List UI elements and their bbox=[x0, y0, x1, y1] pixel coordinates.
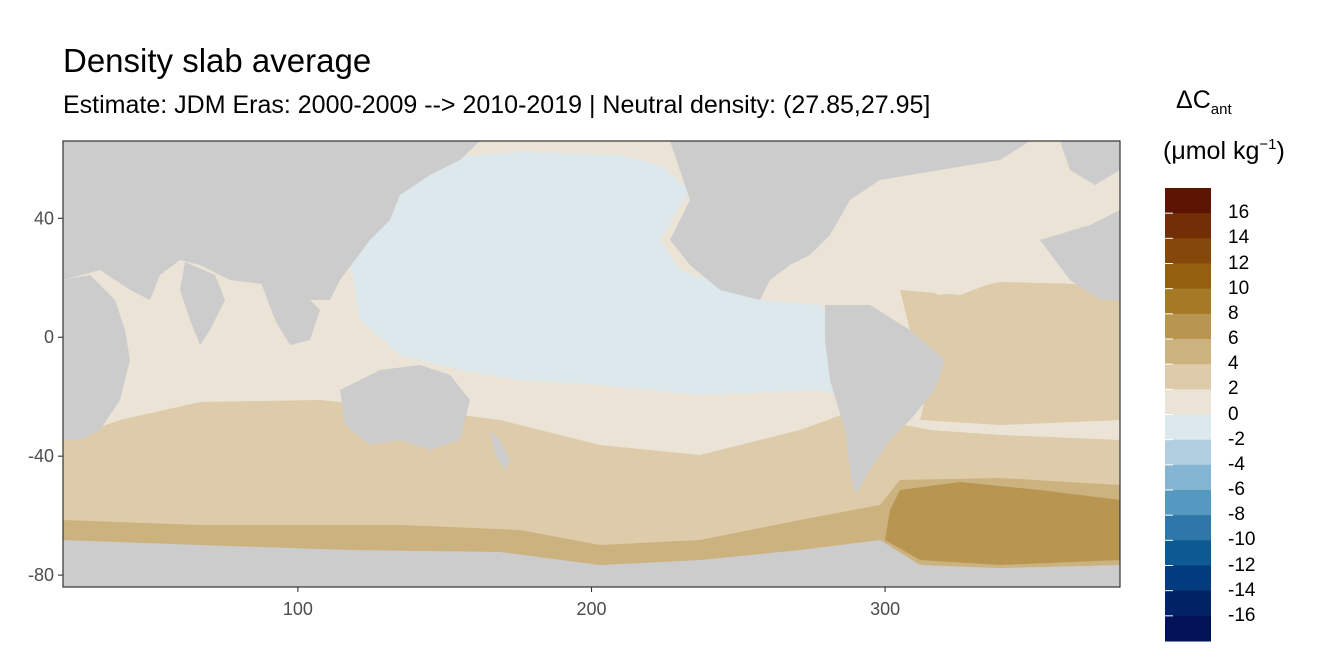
legend-swatch bbox=[1165, 263, 1211, 290]
east-atlantic-2to4 bbox=[900, 280, 1120, 425]
y-tick-label: -40 bbox=[28, 446, 54, 466]
x-axis: 100 200 300 bbox=[283, 587, 900, 619]
landmass-eurasia bbox=[63, 141, 480, 300]
legend-swatch bbox=[1165, 339, 1211, 365]
legend-label: 16 bbox=[1228, 202, 1250, 224]
legend-label: -16 bbox=[1228, 604, 1256, 626]
legend-label: 10 bbox=[1228, 277, 1250, 299]
legend-swatch bbox=[1165, 288, 1211, 315]
legend-swatch bbox=[1165, 615, 1211, 642]
legend-swatch bbox=[1165, 464, 1211, 491]
southern-band-6to8 bbox=[885, 482, 1120, 565]
legend-label: 4 bbox=[1228, 353, 1239, 375]
y-tick-label: 40 bbox=[34, 208, 54, 228]
pacific-band-0to-2 bbox=[350, 152, 855, 400]
legend-label: -4 bbox=[1228, 453, 1245, 475]
legend-label: -10 bbox=[1228, 529, 1256, 551]
legend-swatch bbox=[1165, 414, 1211, 441]
legend-title: ΔCant bbox=[1176, 86, 1232, 118]
legend-label: 14 bbox=[1228, 227, 1250, 249]
legend-label: -12 bbox=[1228, 554, 1256, 576]
legend-swatch bbox=[1165, 565, 1211, 592]
landmass-greenland bbox=[1060, 141, 1120, 185]
legend-label: 2 bbox=[1228, 378, 1239, 400]
y-tick-label: 0 bbox=[44, 327, 54, 347]
legend-swatch bbox=[1165, 515, 1211, 541]
legend-label: -14 bbox=[1228, 579, 1256, 601]
landmass-northamerica bbox=[670, 141, 1030, 300]
landmass-europe bbox=[1040, 210, 1120, 300]
landmass-newzealand bbox=[490, 430, 510, 470]
x-tick-label: 100 bbox=[283, 599, 313, 619]
legend-label: 0 bbox=[1228, 403, 1239, 425]
legend-swatch bbox=[1165, 313, 1211, 340]
plot-subtitle: Estimate: JDM Eras: 2000-2009 --> 2010-2… bbox=[63, 91, 931, 119]
legend-colorbar bbox=[1165, 188, 1211, 642]
legend-label: -6 bbox=[1228, 479, 1245, 500]
legend-label: -8 bbox=[1228, 504, 1245, 526]
y-axis: 40 0 -40 -80 bbox=[28, 208, 63, 585]
landmass-africa bbox=[63, 275, 130, 440]
legend-label: 6 bbox=[1228, 328, 1239, 349]
y-tick-label: -80 bbox=[28, 565, 54, 585]
legend-swatch bbox=[1165, 188, 1211, 214]
north-atlantic-0to2 bbox=[820, 175, 1120, 295]
plot-title: Density slab average bbox=[63, 42, 372, 79]
legend-swatch bbox=[1165, 490, 1211, 516]
x-tick-label: 200 bbox=[576, 599, 606, 619]
legend-label: 12 bbox=[1228, 252, 1250, 274]
landmass-seasia bbox=[260, 280, 320, 345]
legend-swatch bbox=[1165, 540, 1211, 566]
x-tick-label: 300 bbox=[870, 599, 900, 619]
landmass-australia bbox=[340, 365, 470, 450]
landmass-southamerica bbox=[825, 305, 945, 495]
legend-swatch bbox=[1165, 439, 1211, 466]
legend-label: -2 bbox=[1228, 428, 1245, 450]
legend-swatch bbox=[1165, 389, 1211, 415]
legend-swatch bbox=[1165, 213, 1211, 239]
legend-label: 8 bbox=[1228, 302, 1239, 324]
legend-swatch bbox=[1165, 590, 1211, 617]
legend-swatch bbox=[1165, 238, 1211, 264]
landmass-antarctica bbox=[63, 540, 1120, 587]
map-panel bbox=[63, 141, 1120, 587]
legend-unit: (μmol kg−1) bbox=[1163, 136, 1285, 165]
landmass-india bbox=[180, 262, 225, 345]
legend-swatch bbox=[1165, 364, 1211, 390]
